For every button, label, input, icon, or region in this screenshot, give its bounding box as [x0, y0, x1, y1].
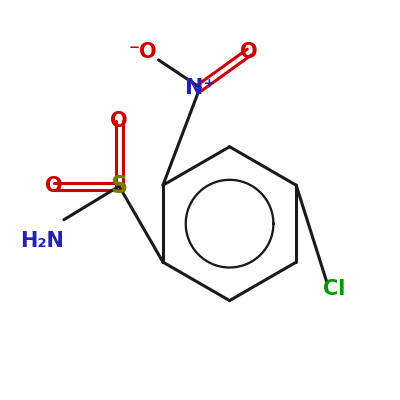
Text: O: O [240, 42, 258, 62]
Text: O: O [45, 176, 63, 196]
Text: Cl: Cl [323, 279, 345, 299]
Text: N⁺: N⁺ [185, 78, 215, 98]
Text: H₂N: H₂N [20, 232, 64, 252]
Text: S: S [110, 174, 128, 198]
Text: ⁻O: ⁻O [128, 42, 157, 62]
Text: O: O [110, 111, 128, 131]
